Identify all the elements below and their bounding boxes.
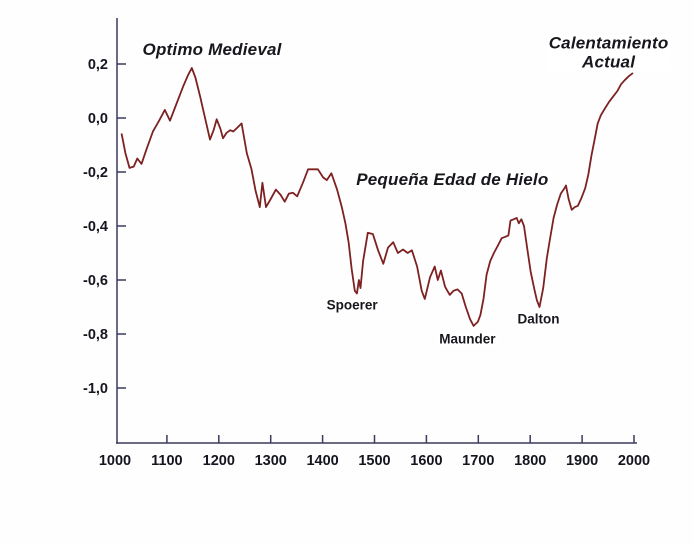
temperature-series-line (120, 67, 634, 327)
y-tick-label: -0,4 (83, 219, 108, 235)
annotation-calentamiento-actual: Calentamiento Actual (546, 34, 671, 72)
annotation-pequena-edad-de-hielo: Pequeña Edad de Hielo (354, 169, 551, 190)
y-tick-label: -0,8 (83, 327, 108, 343)
x-tick-label: 1600 (410, 453, 442, 469)
x-tick-label: 1800 (514, 453, 546, 469)
x-tick-label: 1500 (358, 453, 390, 469)
x-tick-label: 1900 (566, 453, 598, 469)
y-tick-label: -1,0 (83, 381, 108, 397)
y-tick-label: -0,2 (83, 165, 108, 181)
y-tick-label: 0,0 (88, 111, 108, 127)
x-tick-label: 1000 (99, 453, 131, 469)
x-tick-label: 1100 (151, 453, 182, 469)
x-tick-label: 1200 (203, 453, 235, 469)
annotation-dalton: Dalton (515, 311, 562, 328)
annotation-optimo-medieval: Optimo Medieval (140, 39, 284, 60)
y-tick-label: -0,6 (83, 273, 108, 289)
x-tick-label: 1400 (306, 453, 338, 469)
x-tick-label: 1300 (255, 453, 287, 469)
annotation-maunder: Maunder (437, 331, 498, 348)
x-tick-label: 2000 (618, 453, 650, 469)
y-tick-label: 0,2 (88, 57, 108, 73)
annotation-spoerer: Spoerer (324, 298, 380, 314)
x-tick-label: 1700 (462, 453, 494, 469)
